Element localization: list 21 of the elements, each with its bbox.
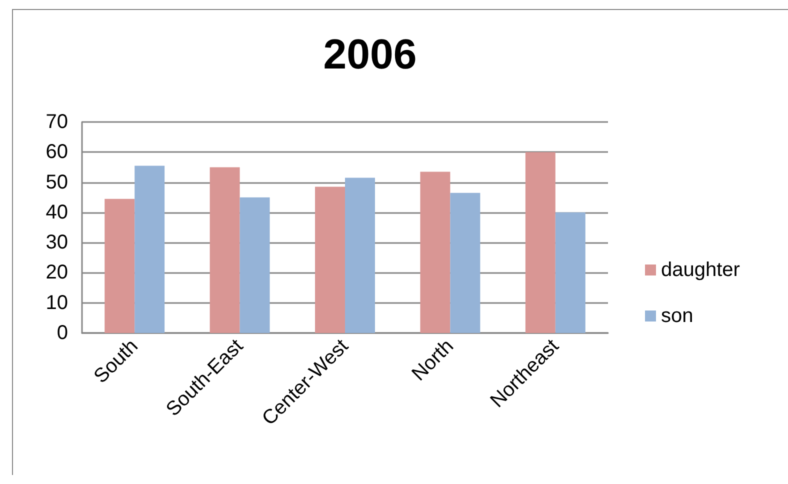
y-tick-label: 70 [46, 111, 68, 133]
y-tick-label: 0 [56, 322, 68, 344]
chart-title: 2006 [323, 30, 417, 78]
bar [555, 212, 586, 333]
bar [210, 167, 240, 333]
legend-label: son [661, 305, 694, 327]
bar [420, 172, 450, 333]
bar [525, 152, 556, 333]
bar [104, 198, 135, 333]
bar [315, 186, 345, 333]
y-tick-label: 20 [46, 262, 68, 284]
bar [450, 192, 480, 333]
y-tick-label: 40 [46, 201, 68, 224]
y-tick-label: 10 [46, 292, 68, 314]
y-tick-label: 50 [46, 171, 68, 194]
legend-label: daughter [661, 259, 740, 281]
bar [345, 178, 375, 333]
y-tick-label: 30 [46, 232, 68, 254]
bar [240, 197, 270, 333]
y-tick-label: 60 [46, 141, 68, 164]
bar [134, 166, 165, 333]
